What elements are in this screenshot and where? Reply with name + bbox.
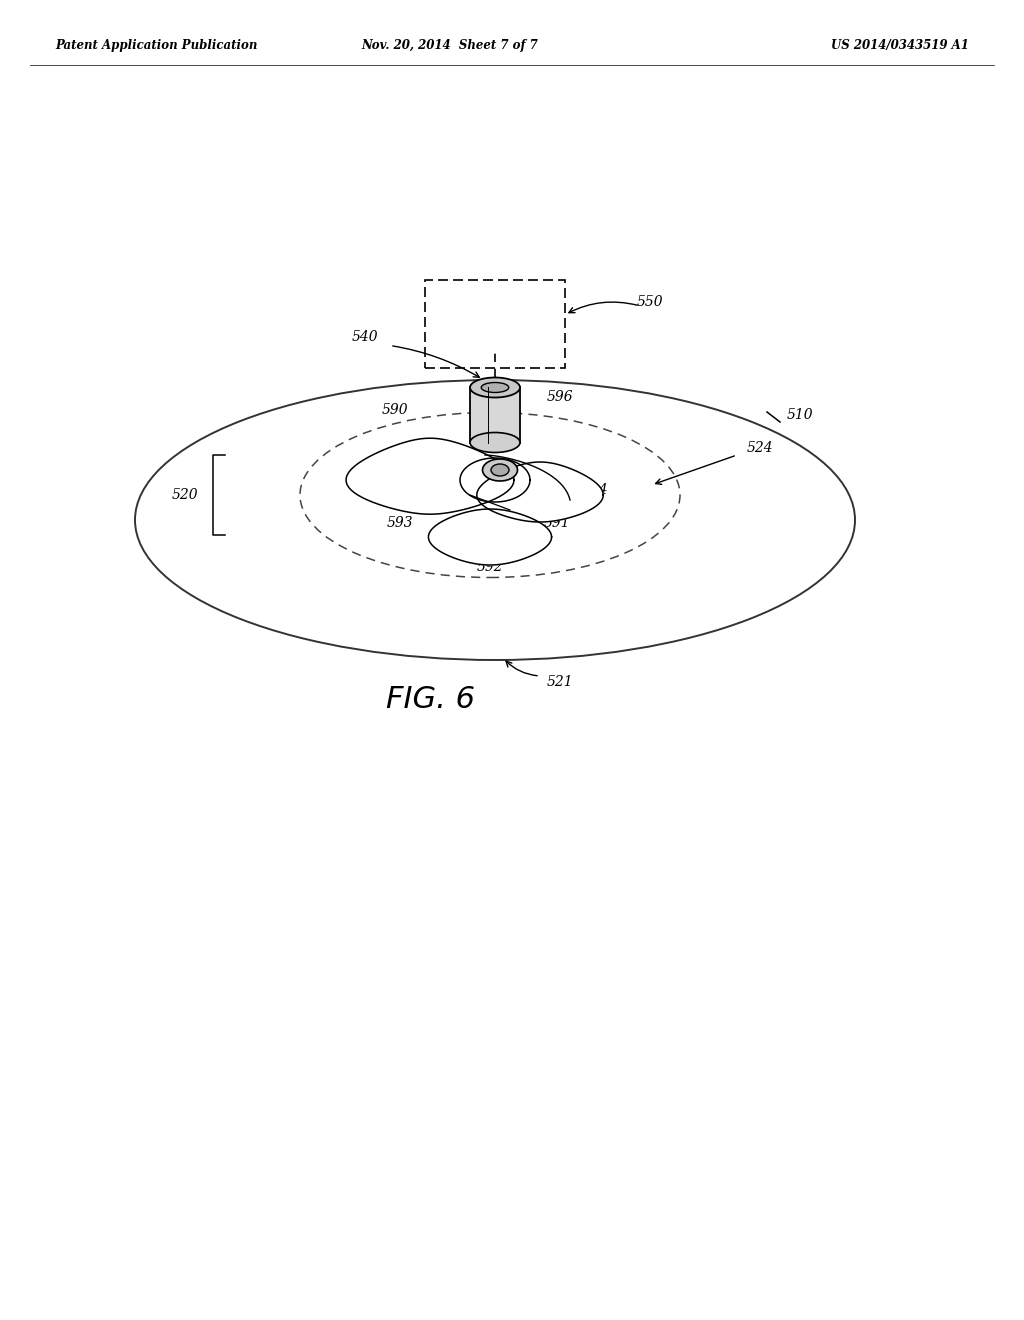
Ellipse shape bbox=[470, 378, 520, 397]
Polygon shape bbox=[460, 458, 530, 502]
Text: 596: 596 bbox=[547, 389, 573, 404]
Text: 510: 510 bbox=[786, 408, 813, 422]
Text: 592: 592 bbox=[477, 560, 504, 574]
Polygon shape bbox=[428, 510, 552, 565]
Text: FIG. 6: FIG. 6 bbox=[385, 685, 474, 714]
Polygon shape bbox=[477, 462, 603, 521]
Text: US 2014/0343519 A1: US 2014/0343519 A1 bbox=[831, 38, 969, 51]
Text: 591: 591 bbox=[544, 516, 570, 531]
Ellipse shape bbox=[482, 459, 517, 480]
Text: Nov. 20, 2014  Sheet 7 of 7: Nov. 20, 2014 Sheet 7 of 7 bbox=[361, 38, 539, 51]
FancyBboxPatch shape bbox=[470, 388, 520, 442]
Text: 524: 524 bbox=[746, 441, 773, 455]
Ellipse shape bbox=[481, 383, 509, 392]
Text: 594a: 594a bbox=[429, 446, 465, 459]
Text: 521: 521 bbox=[547, 675, 573, 689]
Text: 594: 594 bbox=[582, 483, 608, 498]
Text: Patent Application Publication: Patent Application Publication bbox=[55, 38, 257, 51]
Text: 540: 540 bbox=[351, 330, 378, 345]
Text: 590: 590 bbox=[382, 403, 409, 417]
Ellipse shape bbox=[490, 465, 509, 477]
Polygon shape bbox=[346, 438, 514, 515]
Text: 520: 520 bbox=[172, 488, 199, 502]
Text: 550: 550 bbox=[637, 294, 664, 309]
Text: 593: 593 bbox=[387, 516, 414, 531]
Ellipse shape bbox=[470, 433, 520, 453]
